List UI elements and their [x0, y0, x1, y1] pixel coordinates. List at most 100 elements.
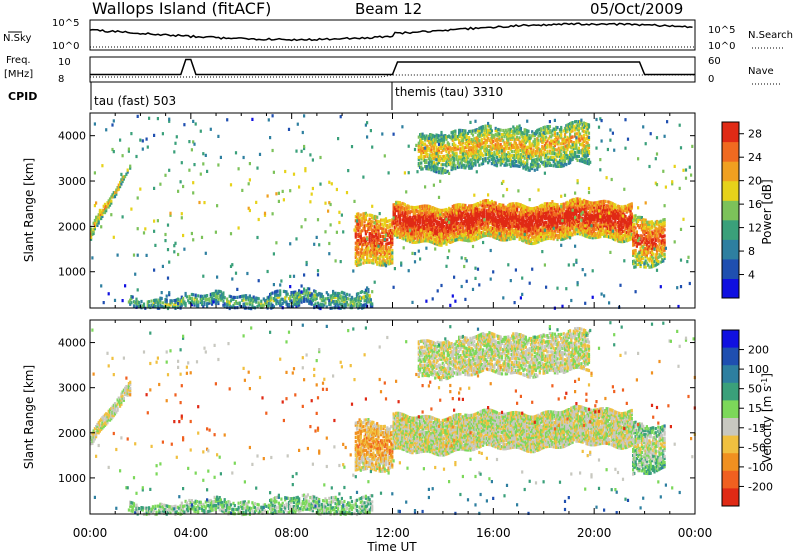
heatmap-cell — [615, 234, 618, 238]
heatmap-cell — [465, 146, 468, 150]
heatmap-cell — [374, 247, 378, 252]
heatmap-cell — [605, 232, 608, 236]
heatmap-cell — [276, 289, 279, 293]
heatmap-cell — [417, 225, 420, 230]
heatmap-cell — [436, 230, 439, 234]
heatmap-cell — [364, 298, 367, 302]
heatmap-cell — [492, 158, 495, 162]
heatmap-cell — [609, 207, 612, 211]
heatmap-cell — [286, 292, 289, 296]
heatmap-cell — [595, 215, 598, 219]
heatmap-cell — [436, 133, 439, 138]
heatmap-cell — [441, 233, 444, 237]
heatmap-cell — [497, 146, 500, 150]
heatmap-cell — [417, 223, 420, 228]
noise-right-tick-top: 10^5 — [708, 25, 735, 36]
heatmap-cell — [599, 228, 602, 233]
heatmap-cell — [417, 230, 420, 234]
heatmap-cell — [110, 199, 113, 203]
heatmap-cell — [325, 305, 328, 309]
heatmap-cell — [611, 208, 614, 212]
heatmap-cell — [417, 155, 420, 160]
heatmap-cell — [454, 147, 457, 152]
heatmap-cell — [490, 147, 493, 151]
heatmap-cell — [164, 302, 167, 306]
heatmap-cell — [570, 231, 573, 235]
heatmap-cell — [474, 144, 477, 149]
heatmap-cell — [410, 226, 413, 230]
heatmap-cell — [373, 253, 376, 257]
heatmap-cell — [566, 235, 569, 239]
heatmap-cell — [484, 128, 487, 132]
heatmap-cell — [512, 232, 515, 237]
heatmap-cell — [252, 295, 255, 299]
heatmap-cell — [403, 219, 406, 223]
heatmap-cell — [416, 226, 419, 230]
heatmap-cell — [134, 300, 137, 305]
heatmap-cell — [474, 140, 477, 145]
heatmap-cell — [386, 223, 389, 228]
heatmap-cell — [615, 230, 618, 234]
heatmap-cell — [396, 231, 399, 235]
heatmap-cell — [455, 226, 458, 230]
heatmap-cell — [509, 225, 512, 229]
heatmap-cell — [569, 234, 572, 238]
heatmap-cell — [446, 143, 449, 147]
heatmap-cell — [456, 147, 459, 151]
heatmap-cell — [552, 214, 555, 219]
heatmap-cell — [523, 235, 526, 239]
heatmap-cell — [482, 133, 485, 137]
heatmap-cell — [403, 221, 406, 225]
heatmap-cell — [403, 213, 406, 217]
heatmap-cell — [526, 163, 529, 168]
heatmap-cell — [432, 148, 435, 152]
heatmap-cell — [424, 212, 427, 216]
heatmap-cell — [572, 218, 575, 222]
heatmap-cell — [480, 208, 483, 212]
heatmap-cell — [556, 217, 559, 221]
heatmap-cell — [415, 216, 418, 220]
heatmap-cell — [580, 226, 583, 230]
heatmap-cell — [378, 232, 381, 236]
heatmap-cell — [398, 233, 401, 237]
heatmap-cell — [403, 227, 406, 231]
heatmap-cell — [483, 135, 486, 139]
heatmap-cell — [454, 232, 457, 236]
heatmap-cell — [436, 220, 439, 224]
heatmap-cell — [542, 215, 545, 219]
heatmap-cell — [446, 213, 449, 217]
heatmap-cell — [488, 132, 491, 136]
heatmap-cell — [489, 207, 492, 211]
heatmap-cell — [524, 232, 527, 236]
heatmap-cell — [629, 206, 632, 211]
heatmap-cell — [518, 225, 521, 229]
heatmap-cell — [596, 217, 599, 221]
heatmap-cell — [376, 221, 379, 225]
heatmap-cell — [466, 206, 470, 210]
heatmap-cell — [440, 144, 443, 148]
heatmap-cell — [402, 214, 405, 218]
heatmap-cell — [473, 141, 476, 145]
heatmap-cell — [527, 210, 530, 214]
heatmap-cell — [405, 222, 408, 226]
heatmap-cell — [517, 204, 520, 208]
heatmap-cell — [413, 206, 417, 210]
heatmap-cell — [431, 136, 434, 140]
heatmap-cell — [511, 228, 514, 233]
heatmap-cell — [508, 156, 511, 160]
heatmap-cell — [419, 237, 422, 242]
heatmap-cell — [492, 233, 495, 237]
heatmap-cell — [508, 130, 511, 134]
heatmap-cell — [449, 232, 452, 236]
heatmap-cell — [461, 131, 464, 135]
heatmap-cell — [368, 227, 371, 232]
heatmap-cell — [442, 227, 446, 231]
heatmap-cell — [381, 222, 384, 226]
heatmap-cell — [504, 230, 507, 234]
heatmap-cell — [596, 213, 599, 217]
heatmap-cell — [130, 295, 133, 299]
heatmap-cell — [508, 134, 511, 138]
heatmap-cell — [398, 211, 401, 215]
heatmap-cell — [523, 130, 526, 134]
heatmap-cell — [371, 214, 374, 218]
